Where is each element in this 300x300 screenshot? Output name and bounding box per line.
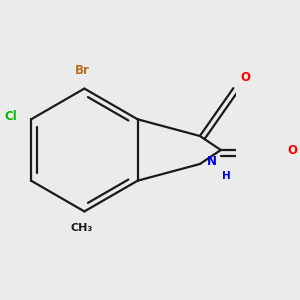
Text: N: N bbox=[207, 155, 217, 168]
Text: O: O bbox=[240, 70, 250, 83]
Text: H: H bbox=[222, 171, 231, 181]
Text: Cl: Cl bbox=[4, 110, 17, 124]
Text: Br: Br bbox=[75, 64, 89, 77]
Text: CH₃: CH₃ bbox=[71, 223, 93, 233]
Text: O: O bbox=[287, 143, 297, 157]
